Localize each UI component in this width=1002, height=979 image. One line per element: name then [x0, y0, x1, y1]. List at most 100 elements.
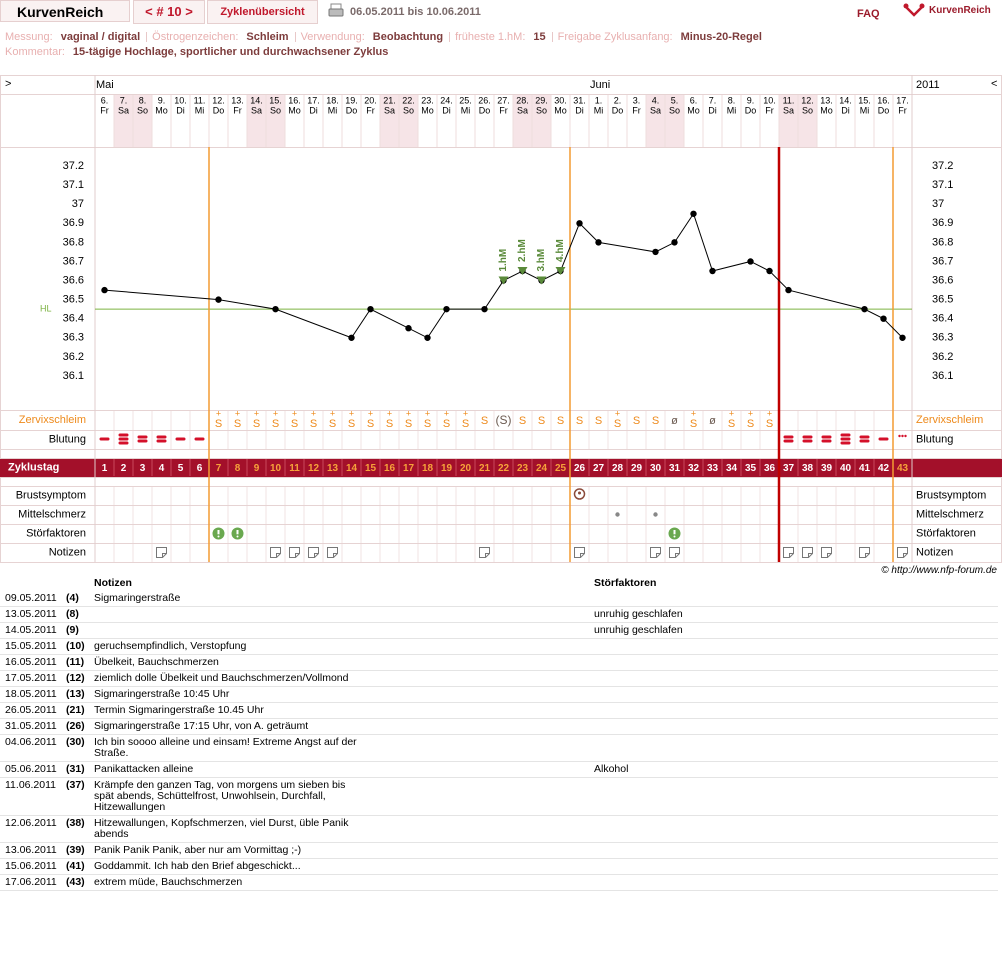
- comment: 15-tägige Hochlage, sportlicher und durc…: [72, 46, 389, 58]
- note-icon: [289, 547, 300, 558]
- cervix-mucus: S: [633, 415, 640, 427]
- row-label-right: Mittelschmerz: [916, 508, 984, 520]
- y-tick-label-right: 37.1: [932, 179, 953, 191]
- field-label: Östrogenzeichen:: [152, 31, 239, 43]
- note-row: 05.06.2011 (31) Panikattacken alleine Alkoh…: [0, 761, 998, 778]
- y-tick-label: 36.4: [63, 313, 84, 325]
- cervix-sign: +: [463, 408, 468, 418]
- note-day: (12): [64, 670, 89, 687]
- date: 25.: [459, 95, 472, 105]
- note-text: Termin Sigmaringerstraße 10.45 Uhr: [89, 702, 589, 719]
- note-fold: [580, 553, 585, 558]
- date: 28.: [516, 95, 529, 105]
- note-row: 16.05.2011 (11) Übelkeit, Bauchschmerzen: [0, 654, 998, 671]
- note-fold: [789, 553, 794, 558]
- brand: KurvenReich: [929, 5, 991, 16]
- date: 11.: [783, 95, 795, 105]
- date: 30.: [554, 95, 567, 105]
- y-tick-label-right: 36.5: [932, 294, 953, 306]
- faq-link[interactable]: FAQ: [857, 8, 880, 20]
- date: 13.: [231, 95, 244, 105]
- cycle-day: 33: [707, 463, 719, 474]
- weekday: Do: [479, 105, 491, 115]
- printer-body: [328, 8, 344, 17]
- date: 14.: [839, 95, 852, 105]
- comment-label: Kommentar:: [5, 46, 65, 58]
- note-icon: [859, 547, 870, 558]
- note-content: geruchsempfindlich, Verstopfung: [94, 640, 247, 652]
- note-text: Ich bin soooo alleine und einsam! Extrem…: [89, 734, 589, 762]
- weekday: Do: [878, 105, 890, 115]
- spotting-dot: [898, 434, 901, 438]
- note-icon: [574, 547, 585, 558]
- note-row: 17.05.2011 (12) ziemlich dolle Übelkeit un…: [0, 670, 998, 687]
- cervix-mucus: S: [519, 415, 526, 427]
- note-paper: [327, 547, 338, 558]
- disturb: [231, 527, 244, 540]
- note-text: [89, 622, 589, 639]
- cycle-day: 13: [327, 463, 339, 474]
- logo[interactable]: KurvenReich: [0, 0, 130, 22]
- cervix-sign: +: [235, 408, 240, 418]
- temperature-point: [576, 220, 583, 227]
- brand-dot: [903, 3, 909, 9]
- weekday: Sa: [650, 105, 661, 115]
- note-date: 15.06.2011: [0, 858, 64, 875]
- cycle-day: 41: [859, 463, 871, 474]
- weekday: Mo: [421, 105, 434, 115]
- note-fold: [808, 553, 813, 558]
- cycle-day: 25: [555, 463, 567, 474]
- print-icon[interactable]: [328, 3, 344, 19]
- brand-dot: [919, 3, 925, 9]
- weekday: Di: [176, 105, 185, 115]
- bleeding-dash: [840, 441, 851, 445]
- date: 19.: [345, 95, 358, 105]
- temperature-point: [880, 315, 887, 322]
- bleeding: [783, 435, 794, 443]
- temperature-point: [709, 267, 716, 275]
- note-paper: [859, 547, 870, 558]
- cycle-info: Messung: vaginal / digital Östrogenzeichen…: [5, 30, 768, 60]
- cervix-mucus: S: [538, 415, 545, 427]
- note-disturb: unruhig geschlafen: [589, 606, 998, 623]
- note-text: extrem müde, Bauchschmerzen: [89, 874, 589, 891]
- date: 10.: [763, 95, 776, 105]
- note-icon: [783, 547, 794, 558]
- col-header: Notizen: [94, 577, 132, 589]
- cervix-mucus: S: [215, 418, 222, 430]
- cervix-mucus: S: [386, 418, 393, 430]
- cervix-mucus: S: [405, 418, 412, 430]
- y-tick-label-right: 36.3: [932, 332, 953, 344]
- cervix-sign: +: [349, 408, 354, 418]
- month: Mai: [96, 79, 114, 91]
- weekday: Di: [309, 105, 318, 115]
- cycle-nav[interactable]: < # 10 >: [133, 0, 205, 24]
- bleeding: [137, 435, 148, 443]
- cervix-mucus: ø: [709, 415, 716, 427]
- note-fold: [827, 553, 832, 558]
- separator: [551, 32, 553, 43]
- note-disturb: [589, 734, 998, 762]
- note-paper: [802, 547, 813, 558]
- bleeding-dash: [118, 437, 129, 441]
- weekday: Mi: [860, 105, 870, 115]
- note-row: 12.06.2011 (38) Hitzewallungen, Kopfschmer…: [0, 815, 998, 843]
- date: 15.: [858, 95, 871, 105]
- cycle-day: 24: [536, 463, 548, 474]
- spotting: [898, 434, 907, 438]
- date: 6.: [101, 95, 109, 105]
- note-icon: [650, 547, 661, 558]
- date: 7.: [120, 95, 128, 105]
- bleeding-dash: [859, 435, 870, 439]
- y-tick-label-right: 37: [932, 198, 944, 210]
- info-fields: Messung: vaginal / digital Östrogenzeichen…: [5, 30, 768, 45]
- comment-line: Kommentar: 15-tägige Hochlage, sportliche…: [5, 45, 768, 60]
- note-fold: [333, 553, 338, 558]
- note-day: (41): [64, 858, 89, 875]
- cycle-day: 3: [140, 463, 146, 474]
- y-tick-label-right: 36.7: [932, 255, 953, 267]
- overview-link[interactable]: Zyklenübersicht: [207, 0, 318, 24]
- brand-curve: [905, 6, 923, 17]
- note-disturb: [589, 874, 998, 891]
